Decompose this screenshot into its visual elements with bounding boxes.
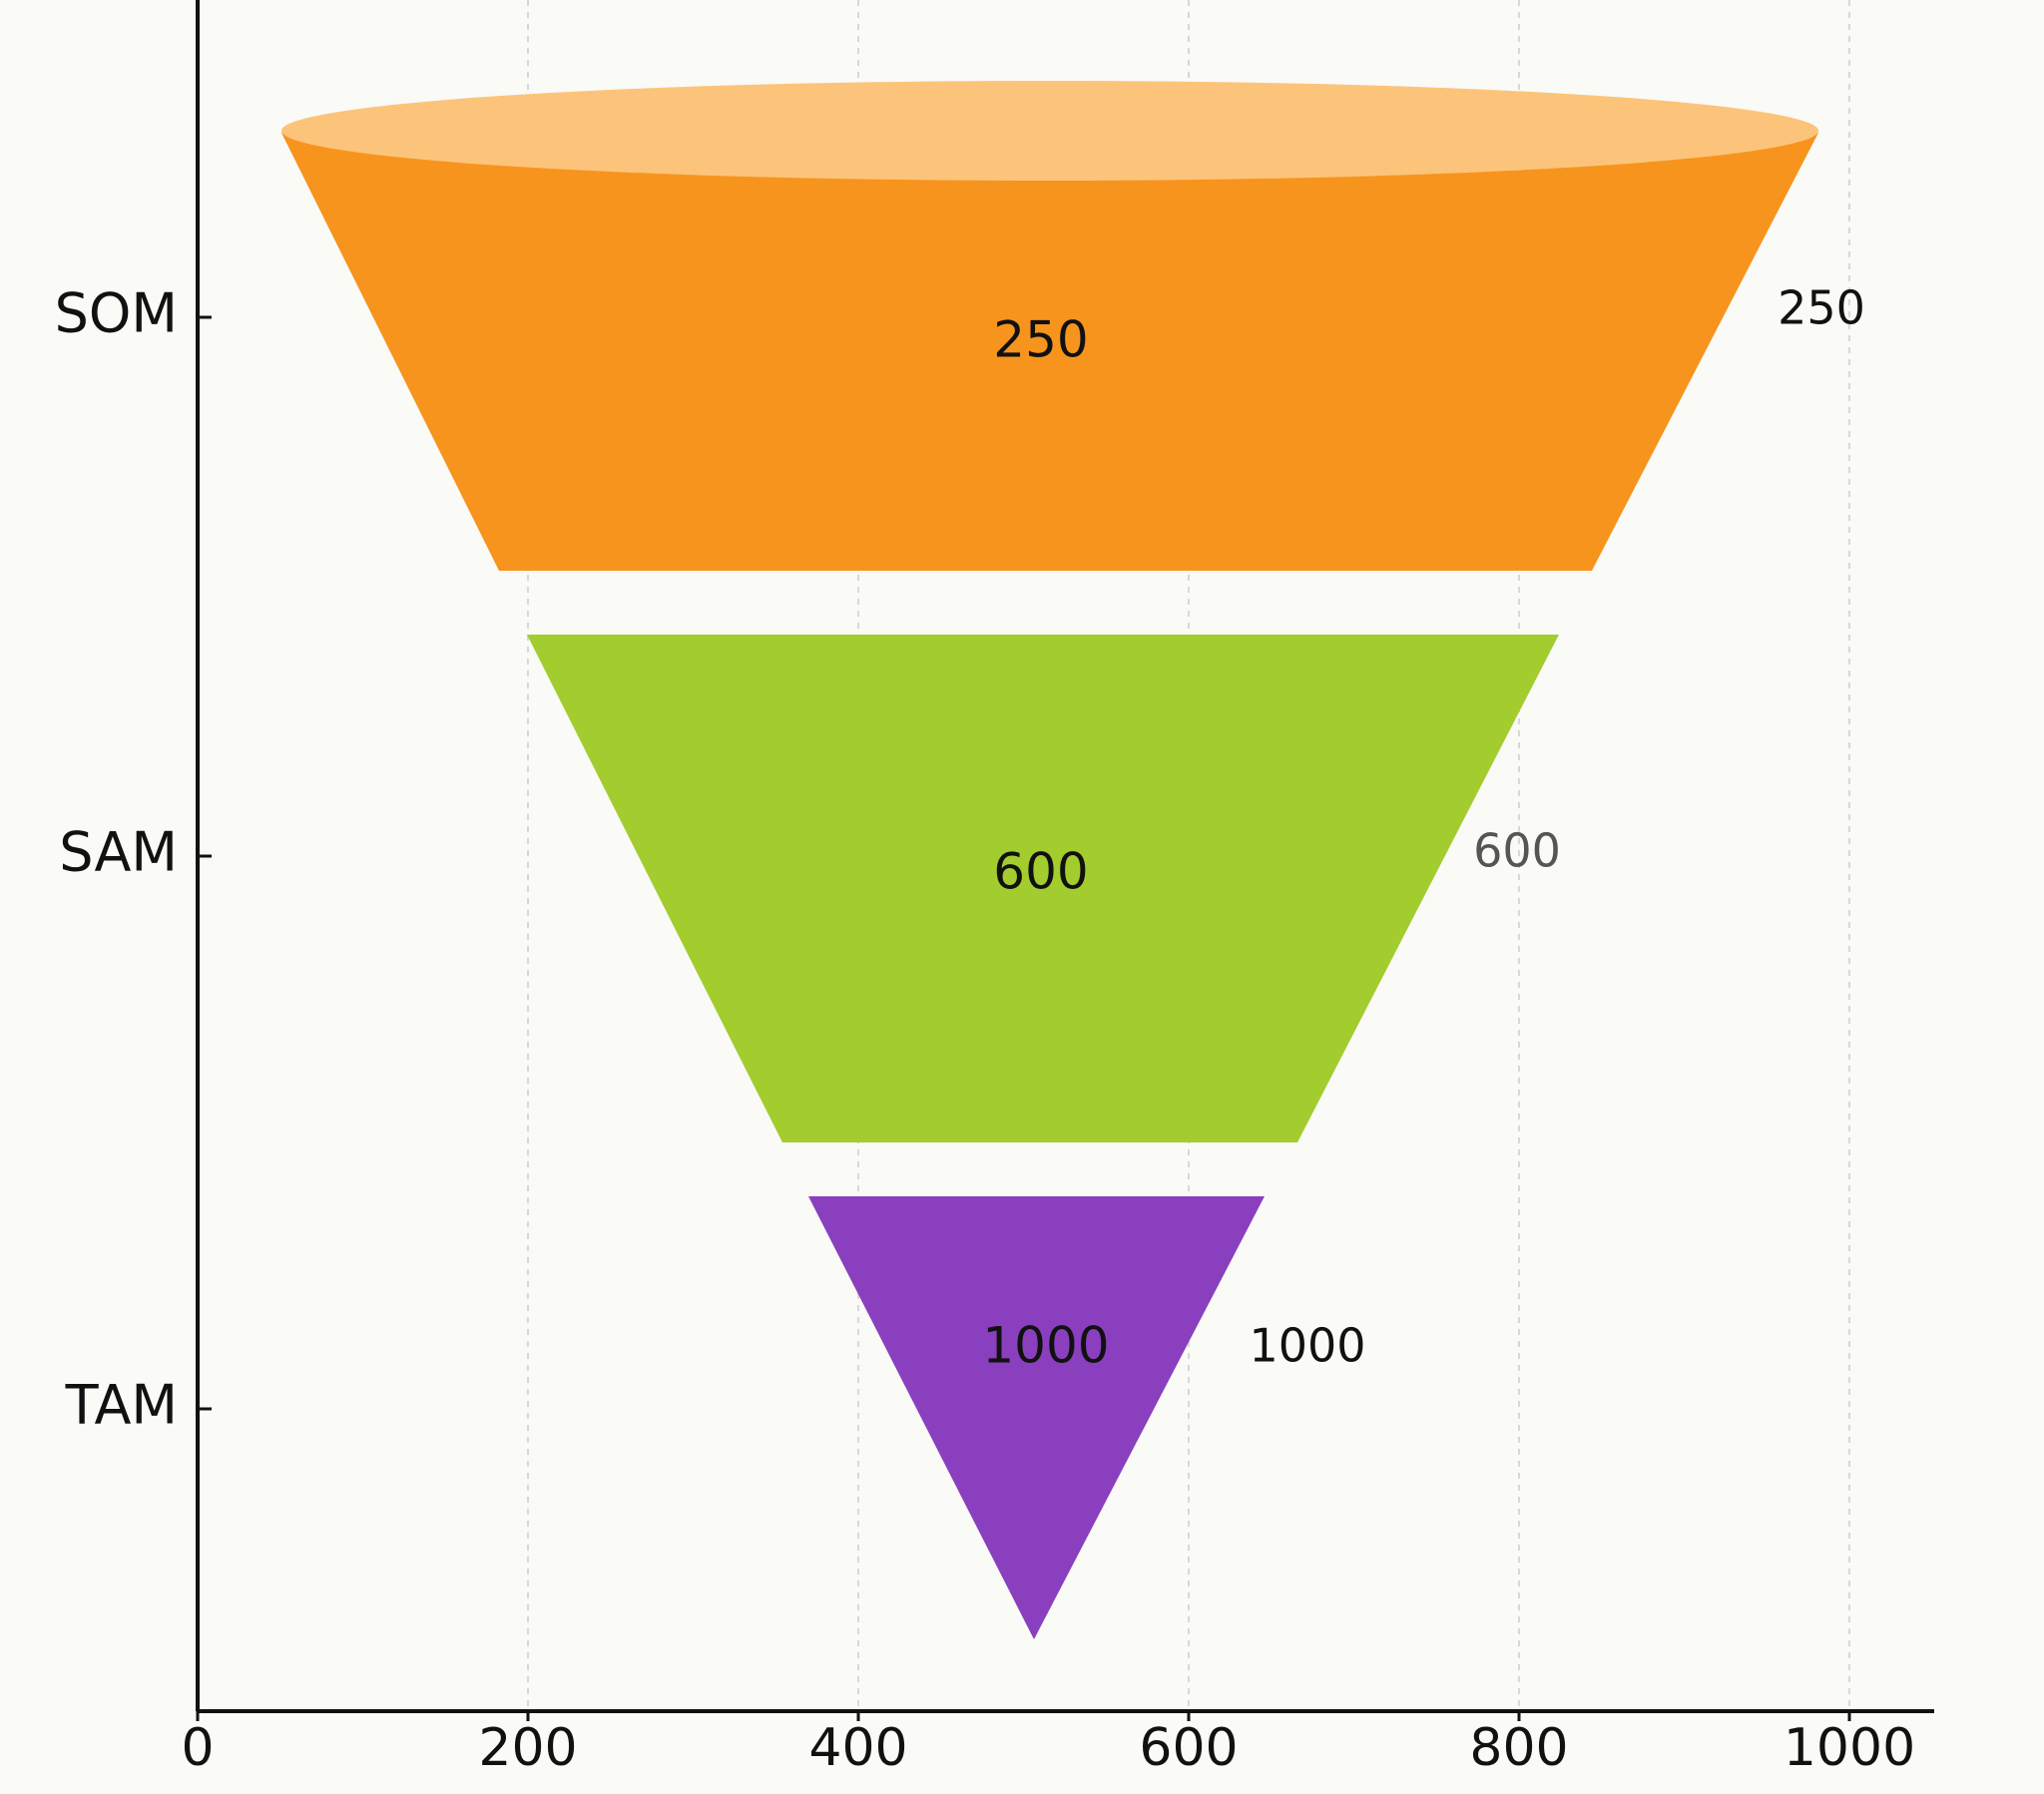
- y-tick-label: TAM: [65, 1374, 178, 1437]
- value-label: 1000: [982, 1317, 1109, 1375]
- value-label-outer: 1000: [1249, 1319, 1365, 1373]
- value-label: 600: [993, 843, 1088, 901]
- funnel-cap: [281, 81, 1818, 181]
- x-tick-label: 400: [808, 1718, 907, 1778]
- x-tick-label: 200: [478, 1718, 577, 1778]
- y-tick-label: SOM: [55, 282, 178, 345]
- value-label-outer: 600: [1473, 824, 1561, 878]
- x-tick-label: 800: [1469, 1718, 1568, 1778]
- funnel-segment: [808, 1196, 1265, 1639]
- x-tick-label: 1000: [1784, 1718, 1915, 1778]
- value-label-outer: 250: [1778, 281, 1865, 335]
- x-tick-label: 0: [181, 1718, 214, 1778]
- value-label: 250: [993, 311, 1088, 369]
- funnel-segment: [281, 133, 1818, 571]
- x-tick-label: 600: [1139, 1718, 1238, 1778]
- funnel-segment: [527, 635, 1559, 1142]
- y-tick-label: SAM: [59, 821, 178, 884]
